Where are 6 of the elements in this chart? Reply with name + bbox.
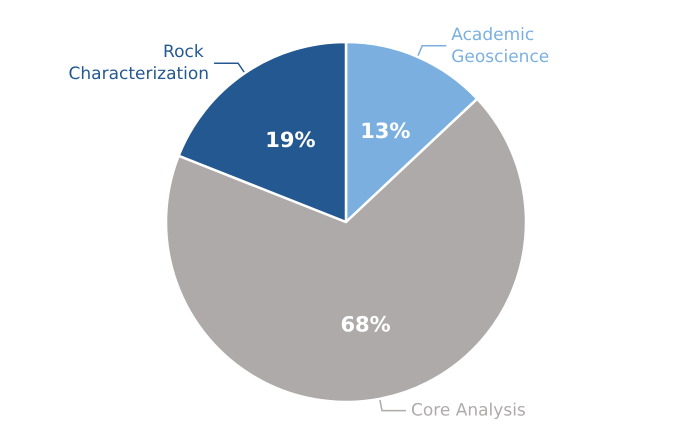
slice-label: Academic Geoscience — [451, 24, 550, 67]
slice-label: Core Analysis — [410, 400, 526, 421]
data-label: 68% — [340, 312, 391, 337]
data-label: 13% — [360, 119, 410, 144]
data-label: 19% — [265, 128, 316, 152]
slice-label: Rock Characterization — [68, 42, 210, 84]
